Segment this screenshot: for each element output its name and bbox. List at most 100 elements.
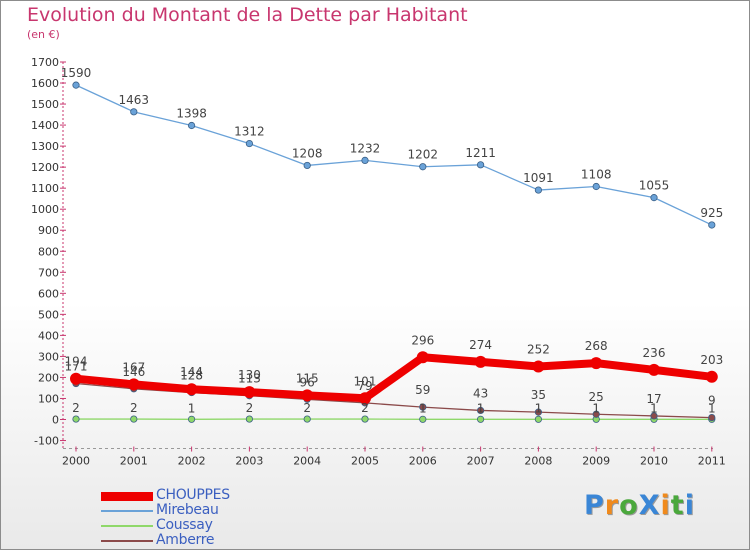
data-label-amberre: 25 <box>589 390 604 404</box>
data-point-chouppes <box>474 355 487 368</box>
data-point-chouppes <box>127 378 140 391</box>
x-tick-label: 2001 <box>120 455 148 468</box>
y-tick-label: 900 <box>38 224 59 237</box>
data-label-chouppes: 268 <box>585 339 608 353</box>
y-tick-label: 500 <box>38 308 59 321</box>
series-line-mirebeau <box>75 84 713 226</box>
data-label-mirebeau: 1091 <box>523 171 554 185</box>
data-point-chouppes <box>590 357 603 370</box>
data-point-chouppes <box>301 389 314 402</box>
data-label-chouppes: 101 <box>354 374 377 388</box>
y-tick-label: 0 <box>52 414 59 427</box>
y-tick-label: 800 <box>38 245 59 258</box>
data-label-chouppes: 274 <box>469 338 492 352</box>
logo-letter: X <box>638 490 661 521</box>
data-label-coussay: 1 <box>419 401 427 415</box>
data-point-chouppes <box>243 386 256 399</box>
data-point-chouppes <box>705 370 718 383</box>
data-label-amberre: 96 <box>300 375 315 389</box>
data-label-coussay: 1 <box>188 401 196 415</box>
proxiti-logo: ProXiti <box>584 490 695 521</box>
logo-letter: i <box>684 490 695 521</box>
y-tick-label: 1000 <box>31 203 59 216</box>
data-label-coussay: 2 <box>72 401 80 415</box>
data-label-coussay: 2 <box>246 401 254 415</box>
data-label-chouppes: 167 <box>122 360 145 374</box>
y-tick-label: 1100 <box>31 182 59 195</box>
x-tick-label: 2008 <box>524 455 552 468</box>
data-label-coussay: 1 <box>477 401 485 415</box>
data-label-mirebeau: 1590 <box>61 66 92 80</box>
data-point-amberre <box>534 408 543 416</box>
data-label-mirebeau: 1463 <box>119 93 150 107</box>
chart-series <box>70 81 718 423</box>
chart-subtitle: (en €) <box>27 28 60 41</box>
data-point-mirebeau <box>245 139 253 148</box>
legend-swatch-amberre <box>101 540 153 542</box>
data-point-mirebeau <box>708 221 716 229</box>
data-label-coussay: 1 <box>708 401 716 415</box>
data-label-chouppes: 115 <box>296 371 319 385</box>
x-tick-label: 2000 <box>62 455 90 468</box>
x-tick-label: 2009 <box>582 455 610 468</box>
data-label-coussay: 1 <box>535 401 543 415</box>
y-tick-label: 200 <box>38 371 59 384</box>
y-tick-label: 700 <box>38 266 59 279</box>
data-point-coussay <box>188 415 196 423</box>
y-tick-label: -100 <box>34 435 59 448</box>
data-label-chouppes: 252 <box>527 343 550 357</box>
data-point-amberre <box>650 412 658 420</box>
x-tick-label: 2003 <box>235 455 263 468</box>
y-tick-label: 1600 <box>31 77 59 90</box>
legend-swatch-chouppes <box>101 492 153 501</box>
chart-title: Evolution du Montant de la Dette par Hab… <box>27 4 468 26</box>
y-tick-label: 600 <box>38 287 59 300</box>
data-label-chouppes: 144 <box>180 365 203 379</box>
data-label-mirebeau: 1202 <box>408 148 439 162</box>
data-point-chouppes <box>532 360 545 373</box>
y-tick-label: 1300 <box>31 140 59 153</box>
logo-letter: o <box>619 490 639 521</box>
data-point-chouppes <box>185 383 198 396</box>
x-tick-label: 2002 <box>178 455 206 468</box>
data-point-coussay <box>419 415 427 423</box>
legend-swatch-mirebeau <box>101 510 153 512</box>
data-point-mirebeau <box>303 161 311 170</box>
data-label-mirebeau: 1055 <box>639 179 670 193</box>
legend-label-amberre: Amberre <box>156 532 215 548</box>
data-label-amberre: 35 <box>531 388 546 402</box>
data-point-mirebeau <box>72 81 80 89</box>
data-point-coussay <box>361 415 369 423</box>
data-point-coussay <box>130 415 138 423</box>
data-label-mirebeau: 925 <box>700 206 723 220</box>
data-label-mirebeau: 1398 <box>176 107 207 121</box>
data-label-coussay: 1 <box>650 401 658 415</box>
data-label-amberre: 171 <box>65 360 88 374</box>
legend-label-mirebeau: Mirebeau <box>156 502 219 518</box>
data-label-chouppes: 130 <box>238 368 261 382</box>
data-label-chouppes: 296 <box>411 333 434 347</box>
data-label-amberre: 59 <box>415 383 430 397</box>
data-label-coussay: 2 <box>303 401 311 415</box>
y-tick-label: 100 <box>38 392 59 405</box>
data-label-amberre: 128 <box>180 369 203 383</box>
y-tick-label: 1500 <box>31 98 59 111</box>
data-label-coussay: 2 <box>130 401 138 415</box>
data-point-mirebeau <box>476 161 485 169</box>
data-label-amberre: 146 <box>122 365 145 379</box>
data-label-amberre: 113 <box>238 372 261 386</box>
data-label-coussay: 2 <box>361 401 369 415</box>
legend-label-chouppes: CHOUPPES <box>156 487 230 503</box>
data-point-amberre <box>419 403 427 411</box>
y-tick-label: 1400 <box>31 119 59 132</box>
y-tick-label: 1700 <box>31 56 59 69</box>
data-point-amberre <box>476 406 485 415</box>
data-label-amberre: 79 <box>357 379 372 393</box>
data-point-mirebeau <box>534 186 543 194</box>
data-point-mirebeau <box>130 108 138 116</box>
data-label-chouppes: 194 <box>65 355 88 369</box>
data-label-amberre: 9 <box>708 394 716 408</box>
